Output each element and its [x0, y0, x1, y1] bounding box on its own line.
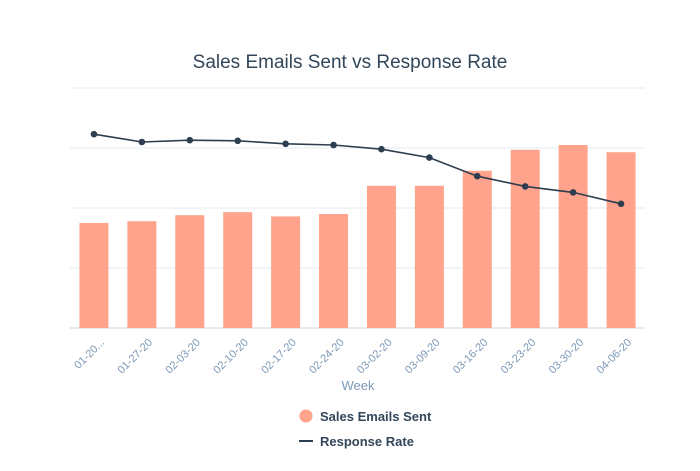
x-tick-label: 01-27-20 — [115, 337, 155, 377]
bar-02-03-20 — [175, 215, 205, 328]
x-tick-label: 02-24-20 — [307, 337, 347, 377]
x-tick-label: 03-02-20 — [355, 337, 395, 377]
bar-03-16-20 — [462, 170, 492, 328]
legend-label-response: Response Rate — [320, 434, 414, 449]
response-rate-point-03-30-20 — [569, 189, 577, 196]
bar-series — [79, 145, 636, 328]
grid-lines — [70, 87, 645, 329]
x-tick-label: 02-10-20 — [211, 337, 251, 377]
bar-01-20... — [79, 223, 109, 328]
x-tick-label: 01-20... — [72, 337, 107, 372]
x-tick-label: 02-17-20 — [259, 337, 299, 377]
response-rate-point-03-09-20 — [426, 154, 433, 161]
bar-03-02-20 — [366, 185, 396, 328]
bar-04-06-20 — [606, 152, 636, 328]
line-series — [90, 130, 625, 208]
bar-02-24-20 — [319, 214, 349, 328]
x-axis-ticks: 01-20... 01-27-20 02-03-20 02-10-20 02-17-20… — [72, 337, 634, 377]
response-rate-point-03-16-20 — [473, 172, 481, 180]
response-rate-point-03-23-20 — [521, 183, 529, 190]
chart-title: Sales Emails Sent vs Response Rate — [193, 52, 508, 73]
response-rate-line — [93, 133, 622, 205]
x-tick-label: 04-06-20 — [595, 337, 635, 377]
bar-03-23-20 — [510, 149, 540, 328]
x-tick-label: 03-16-20 — [451, 337, 491, 377]
legend-swatch-bar — [299, 409, 313, 423]
bar-03-30-20 — [558, 145, 588, 328]
response-rate-point-02-24-20 — [330, 141, 337, 149]
x-tick-label: 03-23-20 — [499, 337, 539, 377]
x-tick-label: 03-09-20 — [403, 337, 443, 377]
response-rate-point-04-06-20 — [617, 200, 625, 208]
x-axis-title: Week — [342, 378, 375, 393]
x-tick-label: 02-03-20 — [163, 337, 203, 377]
x-tick-label: 03-30-20 — [547, 337, 587, 377]
response-rate-point-02-10-20 — [234, 137, 242, 145]
response-rate-point-02-17-20 — [282, 140, 289, 148]
legend: Sales Emails Sent Response Rate — [299, 409, 432, 449]
bar-01-27-20 — [127, 221, 157, 328]
bar-02-17-20 — [271, 216, 301, 328]
response-rate-point-01-20... — [90, 130, 98, 138]
legend-label-emails: Sales Emails Sent — [320, 409, 432, 424]
response-rate-point-02-03-20 — [186, 136, 194, 144]
bar-03-09-20 — [414, 185, 444, 328]
response-rate-point-03-02-20 — [378, 145, 385, 153]
response-rate-point-01-27-20 — [138, 138, 146, 146]
bar-02-10-20 — [223, 212, 253, 328]
